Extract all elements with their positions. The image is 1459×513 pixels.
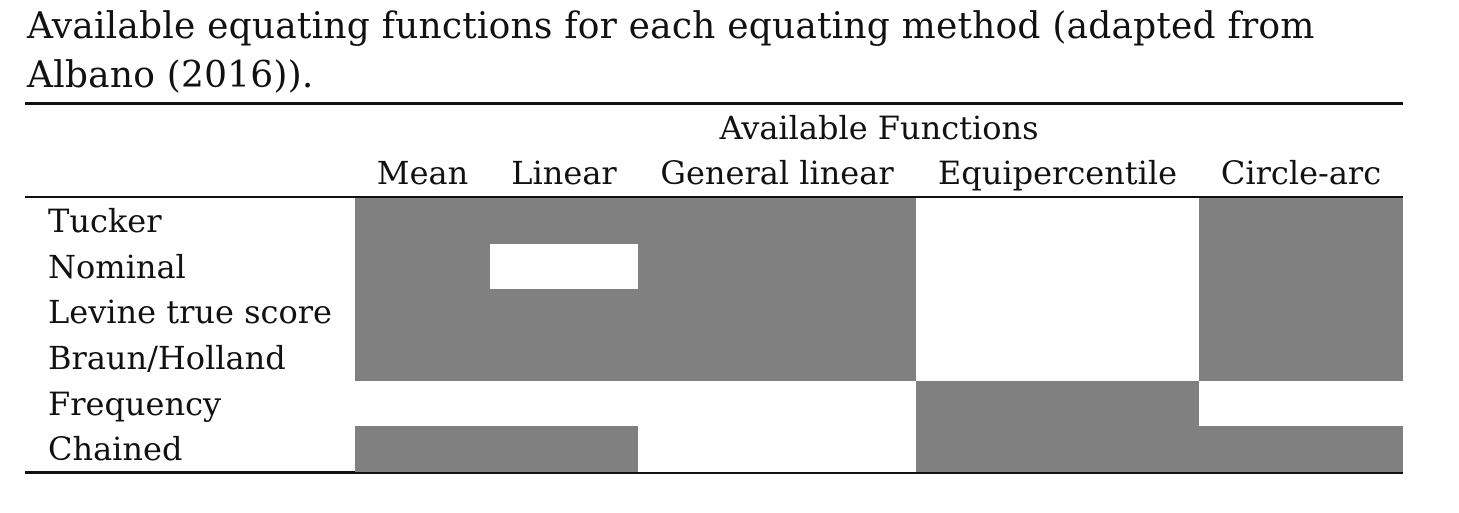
row-label: Frequency — [48, 384, 222, 423]
header-rule — [25, 196, 1403, 198]
corner-cell — [25, 150, 355, 196]
availability-cell-general-linear — [638, 198, 916, 244]
availability-cell-equipercentile — [916, 426, 1199, 473]
availability-cell-linear — [490, 289, 638, 336]
availability-cell-linear — [490, 380, 638, 427]
availability-cell-general-linear — [638, 289, 916, 336]
availability-cell-linear — [490, 335, 638, 381]
availability-cell-circle-arc — [1199, 198, 1403, 244]
availability-cell-equipercentile — [916, 243, 1199, 290]
table-row: Levine true score — [25, 289, 1403, 336]
availability-cell-general-linear — [638, 243, 916, 290]
availability-cell-circle-arc — [1199, 335, 1403, 381]
availability-cell-mean — [355, 335, 490, 381]
availability-cell-equipercentile — [916, 198, 1199, 244]
row-label: Braun/Holland — [48, 338, 286, 377]
table-caption: Available equating functions for each eq… — [27, 6, 1315, 96]
row-label: Levine true score — [48, 293, 332, 332]
table-row: Frequency — [25, 380, 1403, 427]
availability-cell-mean — [355, 426, 490, 473]
availability-cell-circle-arc — [1199, 289, 1403, 336]
bottom-rule — [25, 471, 1403, 474]
availability-cell-general-linear — [638, 335, 916, 381]
table-row: Tucker — [25, 198, 1403, 244]
availability-cell-circle-arc — [1199, 380, 1403, 427]
top-rule — [25, 102, 1403, 105]
availability-cell-equipercentile — [916, 380, 1199, 427]
table-body: Tucker Nominal Levine true score Braun/Holl… — [25, 198, 1403, 473]
availability-cell-general-linear — [638, 380, 916, 427]
table-row: Chained — [25, 426, 1403, 473]
column-header-general-linear: General linear — [660, 154, 894, 192]
availability-cell-circle-arc — [1199, 243, 1403, 290]
availability-cell-general-linear — [638, 426, 916, 473]
column-header-circle-arc: Circle-arc — [1220, 154, 1382, 192]
column-header-equipercentile: Equipercentile — [937, 154, 1178, 192]
availability-cell-equipercentile — [916, 289, 1199, 336]
availability-cell-mean — [355, 289, 490, 336]
availability-cell-linear — [490, 198, 638, 244]
availability-cell-mean — [355, 380, 490, 427]
availability-cell-linear — [490, 426, 638, 473]
availability-cell-mean — [355, 198, 490, 244]
row-label: Nominal — [48, 247, 186, 286]
equating-functions-table: Available Functions Mean Linear General … — [25, 105, 1403, 473]
availability-cell-circle-arc — [1199, 426, 1403, 473]
row-label: Tucker — [48, 201, 162, 240]
availability-cell-equipercentile — [916, 335, 1199, 381]
row-label: Chained — [48, 430, 183, 469]
availability-cell-linear — [490, 243, 638, 290]
column-header-linear: Linear — [511, 154, 617, 192]
table-row: Braun/Holland — [25, 335, 1403, 381]
table-row: Nominal — [25, 243, 1403, 290]
group-header: Available Functions — [719, 108, 1039, 147]
availability-cell-mean — [355, 243, 490, 290]
column-header-mean: Mean — [376, 154, 469, 192]
corner-cell — [25, 105, 355, 150]
